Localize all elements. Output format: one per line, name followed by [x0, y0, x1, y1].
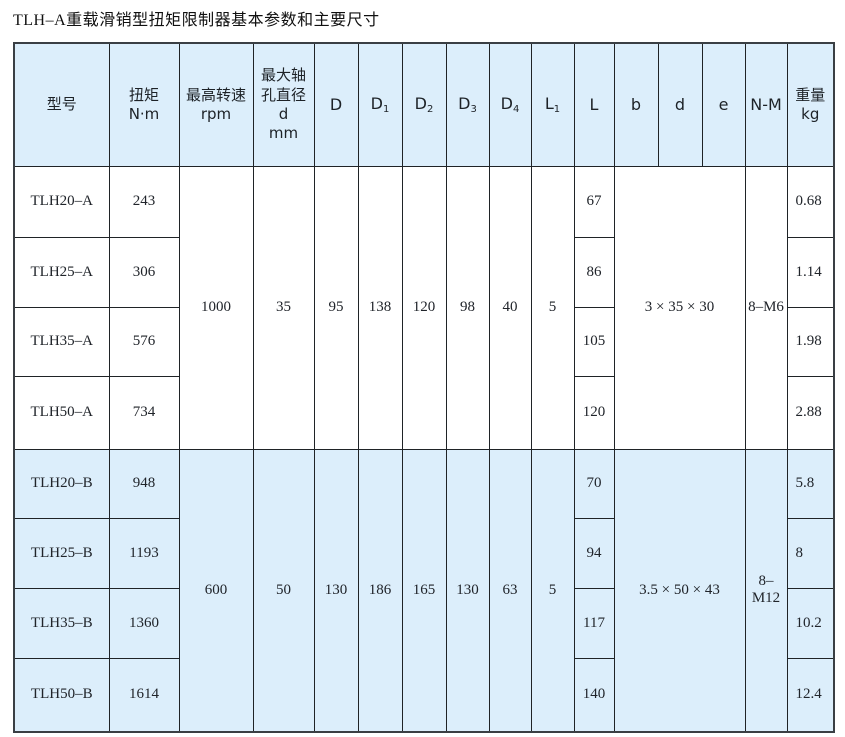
spec-row-tlh50-a: TLH50–A 734 120 2.88: [13, 375, 835, 450]
spec-row-tlh50-b: TLH50–B 1614 140 12.4: [13, 657, 835, 733]
model-cell: TLH20–B: [13, 448, 110, 519]
col-header-D: D: [313, 42, 359, 167]
model-cell: TLH35–A: [13, 306, 110, 377]
weight-cell: 12.4: [786, 657, 835, 733]
L1-cell: 5: [530, 165, 575, 450]
model-cell: TLH25–A: [13, 236, 110, 308]
col-header-D4: D4: [488, 42, 532, 167]
bore-cell: 35: [252, 165, 315, 450]
col-header-weight: 重量 kg: [786, 42, 835, 167]
rpm-cell: 1000: [178, 165, 254, 450]
D-cell: 95: [313, 165, 359, 450]
col-header-D2: D2: [401, 42, 447, 167]
model-cell: TLH35–B: [13, 587, 110, 659]
spec-table: 型号 扭矩 N·m 最高转速 rpm 最大轴 孔直径 d mm D D1 D2 …: [13, 42, 835, 733]
weight-cell: 0.68: [786, 165, 835, 238]
spec-row-tlh35-a: TLH35–A 576 105 1.98: [13, 306, 835, 377]
D-cell: 130: [313, 448, 359, 733]
L-cell: 120: [573, 375, 615, 450]
torque-cell: 1614: [108, 657, 180, 733]
spec-row-tlh20-b: TLH20–B 948 600 50 130 186 165 130 63 5 …: [13, 448, 835, 733]
model-cell: TLH25–B: [13, 517, 110, 589]
bde-cell: 3 × 35 × 30: [613, 165, 746, 450]
D1-cell: 186: [357, 448, 403, 733]
page-title: TLH–A重载滑销型扭矩限制器基本参数和主要尺寸: [13, 12, 380, 29]
col-header-L: L: [573, 42, 615, 167]
L-cell: 140: [573, 657, 615, 733]
nm-cell: 8–M12: [744, 448, 788, 733]
weight-cell: 1.14: [786, 236, 835, 308]
spec-row-tlh25-a: TLH25–A 306 86 1.14: [13, 236, 835, 308]
torque-cell: 948: [108, 448, 180, 519]
bore-cell: 50: [252, 448, 315, 733]
D2-cell: 165: [401, 448, 447, 733]
model-cell: TLH50–B: [13, 657, 110, 733]
torque-cell: 576: [108, 306, 180, 377]
L-cell: 86: [573, 236, 615, 308]
D4-cell: 40: [488, 165, 532, 450]
spec-row-tlh25-b: TLH25–B 1193 94 8: [13, 517, 835, 589]
weight-cell: 10.2: [786, 587, 835, 659]
bde-cell: 3.5 × 50 × 43: [613, 448, 746, 733]
rpm-cell: 600: [178, 448, 254, 733]
col-header-max-bore: 最大轴 孔直径 d mm: [252, 42, 315, 167]
D2-cell: 120: [401, 165, 447, 450]
col-header-L1: L1: [530, 42, 575, 167]
L-cell: 105: [573, 306, 615, 377]
torque-cell: 1360: [108, 587, 180, 659]
torque-cell: 243: [108, 165, 180, 238]
spec-row-tlh35-b: TLH35–B 1360 117 10.2: [13, 587, 835, 659]
col-header-d: d: [657, 42, 703, 167]
col-header-torque: 扭矩 N·m: [108, 42, 180, 167]
D1-cell: 138: [357, 165, 403, 450]
nm-cell: 8–M6: [744, 165, 788, 450]
model-cell: TLH50–A: [13, 375, 110, 450]
torque-cell: 306: [108, 236, 180, 308]
D4-cell: 63: [488, 448, 532, 733]
col-header-b: b: [613, 42, 659, 167]
L-cell: 67: [573, 165, 615, 238]
col-header-D3: D3: [445, 42, 490, 167]
torque-cell: 734: [108, 375, 180, 450]
weight-cell: 2.88: [786, 375, 835, 450]
weight-cell: 8: [786, 517, 835, 589]
L1-cell: 5: [530, 448, 575, 733]
col-header-e: e: [701, 42, 746, 167]
col-header-model: 型号: [13, 42, 110, 167]
header-row: 型号 扭矩 N·m 最高转速 rpm 最大轴 孔直径 d mm D D1 D2 …: [13, 42, 835, 167]
torque-cell: 1193: [108, 517, 180, 589]
model-cell: TLH20–A: [13, 165, 110, 238]
weight-cell: 1.98: [786, 306, 835, 377]
L-cell: 94: [573, 517, 615, 589]
D3-cell: 130: [445, 448, 490, 733]
weight-cell: 5.8: [786, 448, 835, 519]
col-header-NM: N-M: [744, 42, 788, 167]
L-cell: 117: [573, 587, 615, 659]
L-cell: 70: [573, 448, 615, 519]
col-header-D1: D1: [357, 42, 403, 167]
col-header-max-speed: 最高转速 rpm: [178, 42, 254, 167]
D3-cell: 98: [445, 165, 490, 450]
spec-row-tlh20-a: TLH20–A 243 1000 35 95 138 120 98 40 5 6…: [13, 165, 835, 450]
